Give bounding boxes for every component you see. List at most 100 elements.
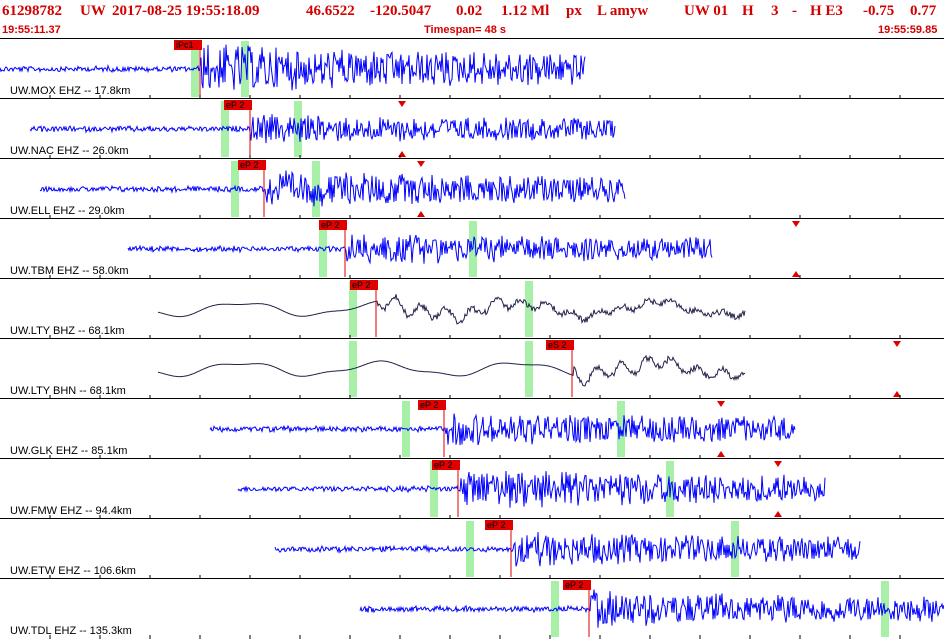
waveform [127, 234, 713, 265]
trace-row[interactable]: eP 2 UW.NAC EHZ -- 26.0km [0, 98, 944, 159]
pick-window-marker[interactable] [731, 521, 739, 577]
trace-row[interactable]: eP 2 UW.ETW EHZ -- 106.6km [0, 518, 944, 579]
pick-label: eP 2 [565, 580, 583, 590]
pick-flag[interactable] [319, 220, 347, 230]
header-v1: -0.75 [863, 3, 895, 19]
pick-flag[interactable] [224, 100, 252, 110]
amp-marker-top [792, 221, 800, 227]
pick-label: eP 2 [434, 460, 452, 470]
depth: 0.02 [456, 3, 483, 19]
waveform [237, 470, 826, 508]
seismogram-canvas[interactable]: eP 2 [0, 579, 944, 639]
header-dash: - [792, 3, 797, 19]
pick-flag[interactable] [563, 580, 591, 590]
waveform [359, 589, 944, 628]
seismogram-canvas[interactable]: eP 2 [0, 279, 944, 339]
seismogram-canvas[interactable]: eP 2 [0, 99, 944, 159]
trace-row[interactable]: eP 2 UW.LTY BHZ -- 68.1km [0, 278, 944, 339]
timespan: Timespan= 48 s [424, 24, 507, 36]
longitude: -120.5047 [370, 3, 432, 19]
amp-marker-top [717, 401, 725, 407]
trace-row[interactable]: eP 2 UW.FMW EHZ -- 94.4km [0, 458, 944, 519]
amp-marker-bottom [717, 451, 725, 457]
amp-marker-top [893, 341, 901, 347]
waveform [39, 170, 626, 207]
pick-window-marker[interactable] [469, 221, 477, 277]
event-type: px [566, 3, 582, 19]
amp-marker-bottom [417, 211, 425, 217]
amp-marker-top [417, 161, 425, 167]
seismogram-canvas[interactable]: eP 2 [0, 459, 944, 519]
origin-datetime: 2017-08-25 19:55:18.09 [112, 3, 260, 19]
network: UW [80, 3, 106, 19]
time-axis-header: 19:55:11.37 Timespan= 48 s 19:55:59.85 [0, 22, 944, 38]
waveform [29, 114, 616, 144]
amp-marker-bottom [792, 271, 800, 277]
waveform [0, 44, 586, 91]
trace-row[interactable]: eP 2 UW.GLK EHZ -- 85.1km [0, 398, 944, 459]
trace-row[interactable]: eS 2 UW.LTY BHN -- 68.1km [0, 338, 944, 399]
pick-flag[interactable] [432, 460, 460, 470]
station-label: UW.TDL EHZ -- 135.3km [10, 625, 132, 637]
station-label: UW.NAC EHZ -- 26.0km [10, 145, 129, 157]
pick-label: eP 2 [487, 520, 505, 530]
header-he: H E3 [810, 3, 843, 19]
station-label: UW.LTY BHZ -- 68.1km [10, 325, 125, 337]
pick-label: iPc1 [176, 40, 194, 50]
magnitude: 1.12 Ml [501, 3, 550, 19]
waveform [157, 294, 746, 325]
start-time: 19:55:11.37 [2, 24, 61, 36]
pick-flag[interactable] [350, 280, 378, 290]
pick-label: eP 2 [420, 400, 438, 410]
header-n: 3 [771, 3, 779, 19]
waveform [274, 531, 861, 567]
trace-panel[interactable]: iPc1 UW.MOX EHZ -- 17.8km eP 2 UW.NAC EHZ -… [0, 38, 944, 640]
station-label: UW.LTY BHN -- 68.1km [10, 385, 126, 397]
seismogram-canvas[interactable]: eP 2 [0, 159, 944, 219]
amp-marker-bottom [774, 511, 782, 517]
pick-label: eP 2 [240, 160, 258, 170]
pick-flag[interactable] [238, 160, 266, 170]
station-label: UW.ELL EHZ -- 29.0km [10, 205, 125, 217]
waveform [209, 413, 796, 446]
header-h: H [742, 3, 754, 19]
end-time: 19:55:59.85 [878, 24, 938, 36]
waveform [157, 354, 746, 387]
pick-flag[interactable] [174, 40, 202, 50]
source: UW 01 [684, 3, 729, 19]
seismogram-canvas[interactable]: eP 2 [0, 219, 944, 279]
amp-marker-top [398, 101, 406, 107]
station-label: UW.FMW EHZ -- 94.4km [10, 505, 132, 517]
pick-label: eS 2 [548, 340, 567, 350]
station-label: UW.MOX EHZ -- 17.8km [10, 85, 131, 97]
amp-marker-bottom [398, 151, 406, 157]
pick-window-marker[interactable] [294, 101, 302, 157]
station-label: UW.ETW EHZ -- 106.6km [10, 565, 136, 577]
pick-window-marker[interactable] [617, 401, 625, 457]
station-label: UW.TBM EHZ -- 58.0km [10, 265, 129, 277]
seismogram-canvas[interactable]: eS 2 [0, 339, 944, 399]
pick-flag[interactable] [485, 520, 513, 530]
trace-row[interactable]: eP 2 UW.TBM EHZ -- 58.0km [0, 218, 944, 279]
latitude: 46.6522 [306, 3, 355, 19]
trace-row[interactable]: eP 2 UW.TDL EHZ -- 135.3km [0, 578, 944, 639]
seismogram-canvas[interactable]: iPc1 [0, 39, 944, 99]
trace-row[interactable]: eP 2 UW.ELL EHZ -- 29.0km [0, 158, 944, 219]
pick-window-marker[interactable] [430, 461, 438, 517]
pick-window-marker[interactable] [241, 41, 249, 97]
pick-label: eP 2 [321, 220, 339, 230]
trace-row[interactable]: iPc1 UW.MOX EHZ -- 17.8km [0, 38, 944, 99]
event-id: 61298782 [2, 3, 62, 19]
pick-window-marker[interactable] [525, 281, 533, 337]
amp-marker-bottom [893, 391, 901, 397]
flags: L amyw [597, 3, 649, 19]
pick-window-marker[interactable] [231, 161, 239, 217]
seismogram-canvas[interactable]: eP 2 [0, 519, 944, 579]
header-v2: 0.77 [910, 3, 937, 19]
pick-flag[interactable] [418, 400, 446, 410]
pick-window-marker[interactable] [312, 161, 320, 217]
pick-flag[interactable] [546, 340, 574, 350]
event-header: 61298782 UW 2017-08-25 19:55:18.09 46.65… [0, 0, 944, 22]
seismogram-canvas[interactable]: eP 2 [0, 399, 944, 459]
pick-window-marker[interactable] [525, 341, 533, 397]
